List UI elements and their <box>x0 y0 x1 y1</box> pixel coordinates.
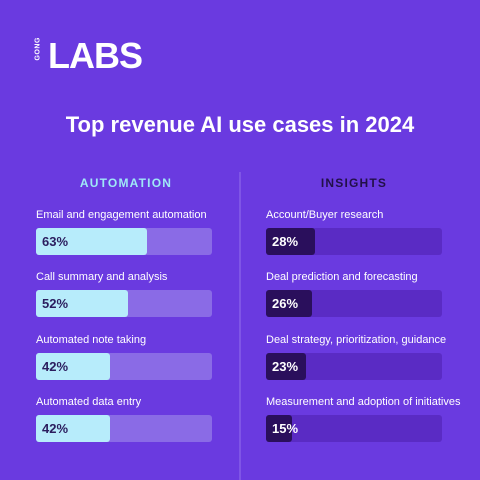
insights-bar-track: 28% <box>266 228 442 255</box>
gong-labs-logo: GONG LABS <box>34 35 144 76</box>
automation-category-label: Automated note taking <box>36 334 147 346</box>
insights-category-label: Deal strategy, prioritization, guidance <box>266 334 447 346</box>
insights-bar-track: 26% <box>266 290 442 317</box>
page-title: Top revenue AI use cases in 2024 <box>65 112 415 137</box>
insights-value-label: 28% <box>272 234 299 249</box>
insights-bar: 15% <box>266 415 298 442</box>
automation-value-label: 42% <box>42 421 69 436</box>
insights-category-label: Deal prediction and forecasting <box>266 271 418 283</box>
automation-bar: 42% <box>36 353 110 380</box>
automation-category-label: Email and engagement automation <box>36 209 207 221</box>
automation-row: Call summary and analysis 52% <box>36 269 212 317</box>
automation-bar: 63% <box>36 228 147 255</box>
insights-category-label: Measurement and adoption of initiatives <box>266 396 461 408</box>
automation-row: Automated note taking 42% <box>36 332 212 380</box>
automation-value-label: 52% <box>42 296 69 311</box>
insights-row: Deal prediction and forecasting 26% <box>266 269 442 317</box>
automation-bar: 42% <box>36 415 110 442</box>
automation-bar-track: 63% <box>36 228 212 255</box>
automation-row: Automated data entry 42% <box>36 394 212 442</box>
automation-category-label: Automated data entry <box>36 396 142 408</box>
insights-value-label: 23% <box>272 359 299 374</box>
labs-logo-text: LABS <box>48 35 143 76</box>
automation-header: AUTOMATION <box>79 176 173 190</box>
gong-logo-text: GONG <box>34 36 42 60</box>
automation-bar-track: 42% <box>36 353 212 380</box>
insights-row: Account/Buyer research 28% <box>266 207 442 255</box>
automation-row: Email and engagement automation 63% <box>36 207 212 255</box>
automation-value-label: 63% <box>42 234 69 249</box>
insights-header: INSIGHTS <box>320 176 388 190</box>
insights-bar: 26% <box>266 290 312 317</box>
column-divider <box>239 172 241 480</box>
automation-category-label: Call summary and analysis <box>36 271 168 283</box>
automation-bar-track: 42% <box>36 415 212 442</box>
insights-row: Deal strategy, prioritization, guidance 2… <box>266 332 447 380</box>
automation-bar-track: 52% <box>36 290 212 317</box>
insights-bar: 23% <box>266 353 307 380</box>
insights-value-label: 15% <box>272 421 299 436</box>
insights-bar-track: 15% <box>266 415 442 442</box>
insights-value-label: 26% <box>272 296 299 311</box>
automation-value-label: 42% <box>42 359 69 374</box>
insights-bar-track: 23% <box>266 353 442 380</box>
insights-category-label: Account/Buyer research <box>266 209 384 221</box>
insights-row: Measurement and adoption of initiatives 1… <box>266 394 461 442</box>
insights-bar: 28% <box>266 228 316 255</box>
automation-bar: 52% <box>36 290 128 317</box>
